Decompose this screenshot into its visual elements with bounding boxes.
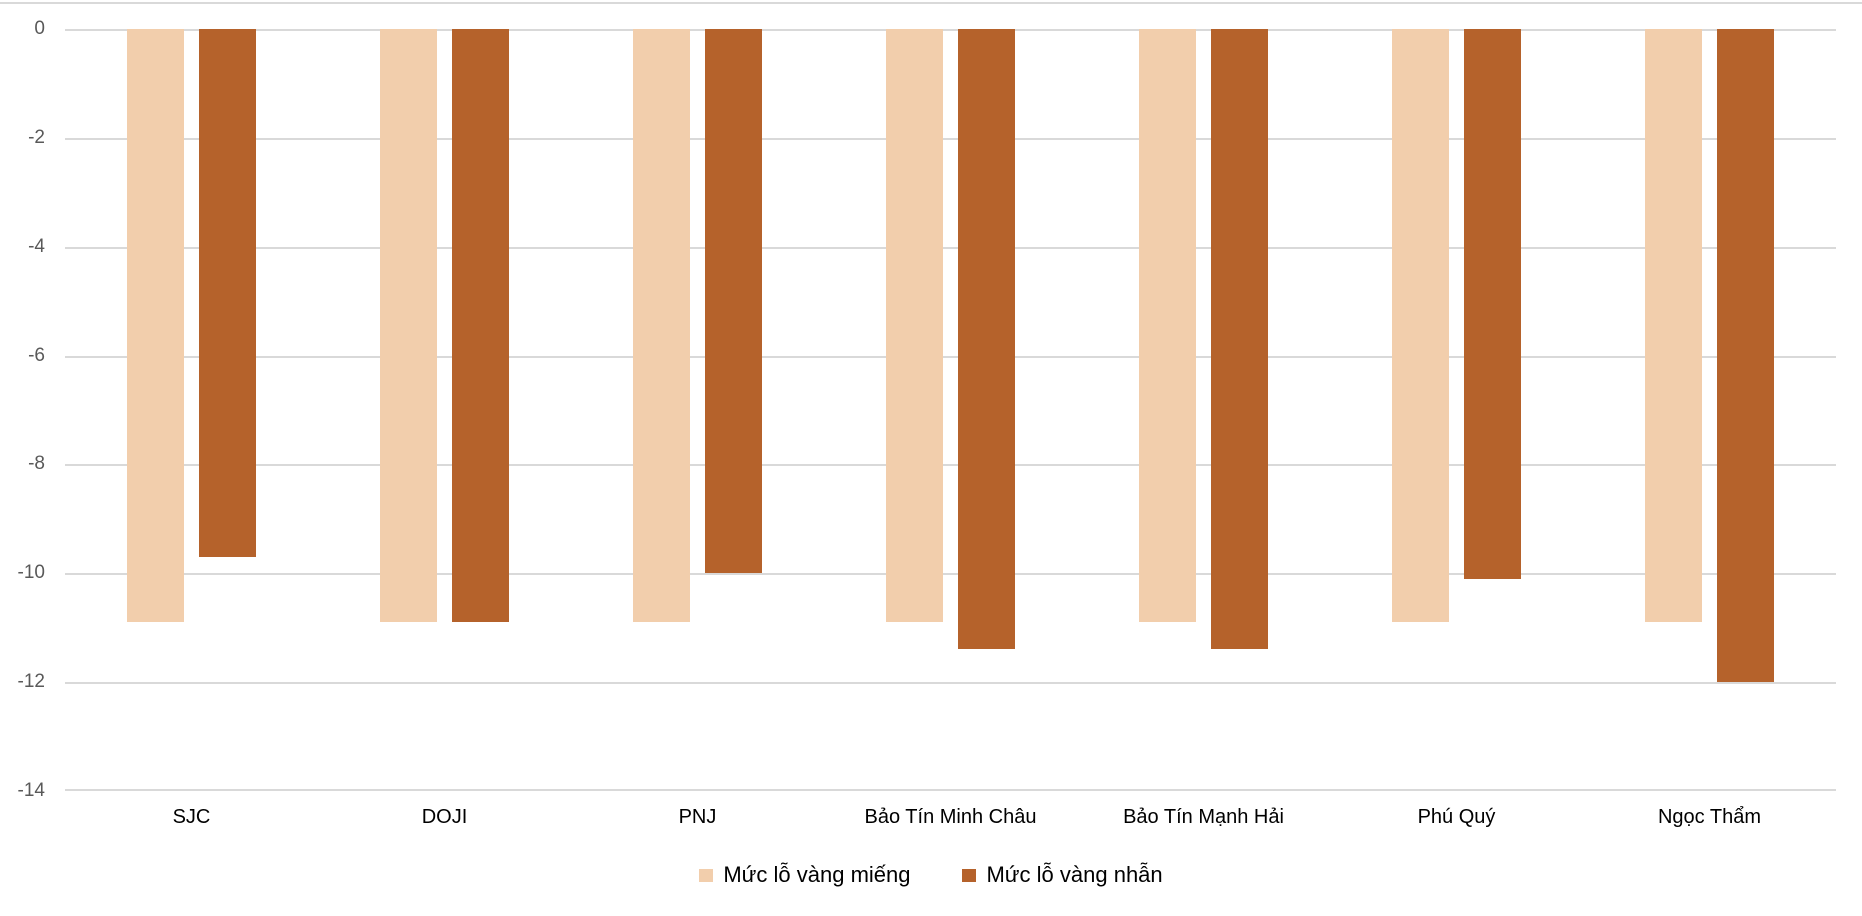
- bar-group-4: [824, 29, 1077, 791]
- gridline-y--8: [65, 464, 1836, 467]
- bar-group-3: [571, 29, 824, 791]
- bar-series-2-category-1: [199, 29, 256, 557]
- bar-series-1-category-2: [380, 29, 437, 623]
- x-axis-category-labels: SJC DOJI PNJ Bảo Tín Minh Châu Bảo Tín Mạnh …: [65, 806, 1836, 838]
- gridline-y--6: [65, 355, 1836, 358]
- legend-item-1: Mức lỗ vàng miếng: [699, 862, 910, 888]
- bar-group-6: [1330, 29, 1583, 791]
- legend-item-2: Mức lỗ vàng nhẫn: [962, 862, 1163, 888]
- bar-series-2-category-5: [1211, 29, 1268, 650]
- y-tick-label-0: 0: [34, 18, 45, 39]
- bar-series-1-category-3: [633, 29, 690, 623]
- gridline-y--2: [65, 137, 1836, 140]
- category-label-4: Bảo Tín Minh Châu: [864, 806, 1037, 828]
- gridline-y--4: [65, 246, 1836, 249]
- bar-series-1-category-1: [127, 29, 184, 623]
- bar-series-2-category-7: [1717, 29, 1774, 683]
- y-tick-label--6: -6: [28, 344, 45, 366]
- bar-series-1-category-6: [1392, 29, 1449, 623]
- bar-series-2-category-6: [1464, 29, 1521, 579]
- legend-swatch-icon: [699, 868, 714, 882]
- legend-swatch-icon: [962, 868, 977, 882]
- y-tick-label--12: -12: [17, 671, 45, 693]
- category-label-1: SJC: [172, 806, 211, 828]
- chart-area-top-border: [0, 2, 1862, 4]
- category-label-6: Phú Quý: [1417, 806, 1496, 828]
- gridline-y-0: [65, 29, 1836, 31]
- legend-label-2: Mức lỗ vàng nhẫn: [986, 862, 1163, 887]
- category-label-5: Bảo Tín Mạnh Hải: [1123, 806, 1284, 828]
- bar-series-1-category-7: [1645, 29, 1702, 623]
- y-tick-label--14: -14: [17, 780, 45, 801]
- gridline-y--12: [65, 682, 1836, 685]
- legend-label-1: Mức lỗ vàng miếng: [723, 862, 911, 887]
- y-tick-label--4: -4: [28, 235, 45, 257]
- plot-area: [65, 29, 1836, 791]
- bar-group-2: [318, 29, 571, 791]
- bar-group-5: [1077, 29, 1330, 791]
- y-tick-label--8: -8: [28, 453, 45, 475]
- bar-series-2-category-2: [452, 29, 509, 623]
- bar-series-1-category-5: [1139, 29, 1196, 623]
- gridline-y--10: [65, 573, 1836, 576]
- bar-group-7: [1583, 29, 1836, 791]
- legend: Mức lỗ vàng miếng Mức lỗ vàng nhẫn: [0, 862, 1862, 888]
- bar-group-1: [65, 29, 318, 791]
- gridline-y--14: [65, 789, 1836, 791]
- y-tick-label--10: -10: [17, 562, 45, 584]
- category-label-3: PNJ: [678, 806, 717, 828]
- category-label-2: DOJI: [421, 806, 468, 828]
- y-tick-label--2: -2: [28, 126, 45, 148]
- bar-series-2-category-4: [958, 29, 1015, 650]
- category-label-7: Ngọc Thẩm: [1657, 806, 1761, 828]
- bar-series-2-category-3: [705, 29, 762, 574]
- bar-series-1-category-4: [886, 29, 943, 623]
